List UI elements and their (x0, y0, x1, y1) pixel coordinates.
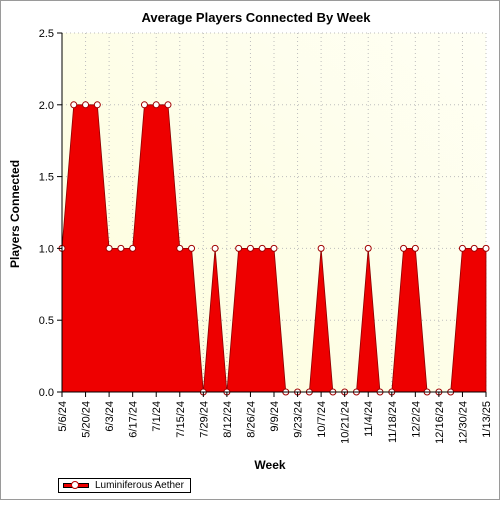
data-point[interactable] (470, 244, 478, 252)
data-point[interactable] (317, 244, 325, 252)
legend-swatch (63, 481, 89, 490)
axes: 0.0 0.5 1.0 1.5 2.0 2.5 5/6/24 5/20/24 6/3/24 6/1… (39, 28, 493, 444)
data-point[interactable] (82, 101, 90, 109)
x-tick-label: 8/26/24 (245, 401, 257, 438)
x-axis-title: Week (254, 458, 285, 472)
x-tick-label: 11/18/24 (387, 401, 399, 443)
data-point[interactable] (246, 244, 254, 252)
data-point[interactable] (117, 244, 125, 252)
x-tick-label: 12/30/24 (457, 401, 469, 444)
markers (58, 101, 490, 396)
x-tick-label: 11/4/24 (363, 401, 375, 437)
chart-title: Average Players Connected By Week (141, 10, 371, 25)
data-point[interactable] (400, 244, 408, 252)
x-tick-label: 10/7/24 (316, 401, 328, 438)
data-point[interactable] (93, 101, 101, 109)
data-point[interactable] (70, 101, 78, 109)
data-point[interactable] (105, 244, 113, 252)
x-tick-label: 7/1/24 (151, 401, 163, 432)
x-tick-label: 7/15/24 (175, 401, 187, 438)
data-point[interactable] (129, 244, 137, 252)
data-point[interactable] (188, 244, 196, 252)
data-point[interactable] (411, 244, 419, 252)
x-tick-label: 9/23/24 (293, 401, 305, 438)
x-tick-label: 10/21/24 (340, 401, 352, 444)
x-tick-label: 12/16/24 (434, 401, 446, 444)
y-tick-label: 0.5 (39, 315, 54, 327)
data-point[interactable] (458, 244, 466, 252)
data-point[interactable] (164, 101, 172, 109)
y-tick-label: 2.5 (39, 28, 54, 40)
legend-label: Luminiferous Aether (95, 480, 184, 491)
data-point[interactable] (235, 244, 243, 252)
x-tick-label: 7/29/24 (198, 401, 210, 438)
data-point[interactable] (258, 244, 266, 252)
x-tick-label: 6/3/24 (104, 401, 116, 432)
x-tick-label: 6/17/24 (128, 401, 140, 438)
x-tick-label: 5/20/24 (81, 401, 93, 438)
y-tick-label: 1.0 (39, 243, 54, 255)
y-tick-label: 2.0 (39, 100, 54, 112)
x-tick-label: 9/9/24 (269, 401, 281, 432)
data-point[interactable] (211, 244, 219, 252)
x-tick-label: 5/6/24 (57, 401, 69, 432)
y-tick-label: 0.0 (39, 387, 54, 399)
x-tick-label: 8/12/24 (222, 401, 234, 438)
data-point[interactable] (364, 244, 372, 252)
x-tick-label: 1/13/25 (481, 401, 493, 438)
data-point[interactable] (482, 244, 490, 252)
data-point[interactable] (176, 244, 184, 252)
data-point[interactable] (140, 101, 148, 109)
x-tick-label: 12/2/24 (410, 401, 422, 438)
y-axis-title: Players Connected (8, 160, 22, 268)
legend: Luminiferous Aether (58, 478, 191, 493)
data-point[interactable] (152, 101, 160, 109)
data-point[interactable] (270, 244, 278, 252)
y-tick-label: 1.5 (39, 172, 54, 184)
